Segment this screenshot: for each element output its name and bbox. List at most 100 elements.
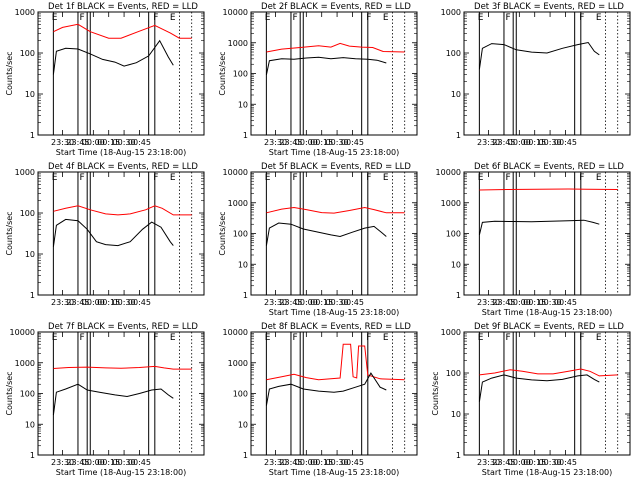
flag-label: E — [383, 173, 389, 183]
y-tick-label: 1 — [456, 131, 461, 140]
x-tick-label: 00:15 — [523, 458, 546, 467]
panel-title: Det 7f BLACK = Events, RED = LLD — [48, 322, 198, 332]
plot-frame — [463, 11, 631, 136]
y-tick-label: 10 — [451, 410, 461, 419]
x-tick-label: 00:15 — [97, 458, 120, 467]
y-tick-label: 10 — [25, 90, 35, 99]
flag-label: F — [579, 333, 584, 343]
x-tick-label: 23:45 — [279, 298, 302, 307]
y-tick-label: 10000 — [436, 168, 461, 177]
y-tick-label: 1 — [30, 451, 35, 460]
x-axis-label: Start Time (18-Aug-15 23:18:00) — [482, 308, 613, 317]
lld-rate-line — [479, 368, 618, 377]
flag-label: F — [292, 13, 297, 23]
x-axis-label: Start Time (18-Aug-15 23:18:00) — [482, 468, 613, 477]
lld-rate-line — [266, 343, 405, 381]
x-tick-label: 00:45 — [554, 458, 577, 467]
x-tick-label: 23:30 — [477, 138, 500, 147]
events-rate-line — [265, 372, 387, 406]
flag-label: E — [478, 333, 484, 343]
y-tick-label: 100 — [446, 369, 461, 378]
flag-label: F — [292, 173, 297, 183]
events-rate-line — [52, 383, 174, 416]
x-tick-label: 23:30 — [51, 138, 74, 147]
panel-title: Det 6f BLACK = Events, RED = LLD — [474, 162, 624, 172]
y-tick-label: 10 — [25, 250, 35, 259]
x-tick-label: 23:30 — [477, 298, 500, 307]
flag-label: F — [579, 173, 584, 183]
y-tick-label: 10 — [238, 260, 248, 269]
x-tick-label: 00:30 — [326, 458, 349, 467]
x-tick-label: 00:30 — [326, 138, 349, 147]
panel-det-1: Det 1f BLACK = Events, RED = LLD 1 10 100 10… — [5, 2, 205, 157]
x-tick-label: 00:30 — [539, 458, 562, 467]
y-tick-label: 10000 — [223, 328, 248, 337]
flag-label: F — [505, 333, 510, 343]
y-tick-label: 100 — [20, 49, 35, 58]
x-tick-label: 23:45 — [492, 458, 515, 467]
panel-det-9: Det 9f BLACK = Events, RED = LLD 1 10 100 10… — [431, 322, 631, 477]
events-rate-line — [265, 222, 387, 246]
y-tick-label: 100 — [233, 390, 248, 399]
y-tick-label: 1 — [456, 291, 461, 300]
panel-title: Det 4f BLACK = Events, RED = LLD — [48, 162, 198, 172]
x-tick-label: 00:45 — [128, 458, 151, 467]
flag-label: F — [366, 333, 371, 343]
flag-label: E — [383, 13, 389, 23]
flag-label: E — [383, 333, 389, 343]
panel-det-3: Det 3f BLACK = Events, RED = LLD 1 10 100 10… — [441, 2, 631, 147]
y-tick-label: 10 — [238, 100, 248, 109]
y-tick-label: 1000 — [15, 8, 35, 17]
x-tick-label: 00:15 — [310, 298, 333, 307]
plot-frame — [37, 11, 205, 136]
y-axis-label: Counts/sec — [5, 211, 14, 255]
y-tick-label: 100 — [446, 49, 461, 58]
flag-label: E — [478, 173, 484, 183]
flag-label: E — [265, 13, 271, 23]
x-tick-label: 23:45 — [66, 298, 89, 307]
x-tick-label: 23:45 — [66, 138, 89, 147]
x-tick-label: 00:30 — [326, 298, 349, 307]
y-axis-label: Counts/sec — [431, 371, 440, 415]
y-tick-label: 10 — [238, 420, 248, 429]
lld-rate-line — [53, 23, 192, 39]
plot-frame — [463, 331, 631, 456]
flag-label: E — [596, 173, 602, 183]
x-tick-label: 23:30 — [51, 458, 74, 467]
x-tick-label: 00:45 — [554, 138, 577, 147]
lld-rate-line — [53, 365, 192, 370]
y-axis-label: Counts/sec — [218, 211, 227, 255]
x-axis-label: Start Time (18-Aug-15 23:18:00) — [269, 148, 400, 157]
flag-label: F — [366, 13, 371, 23]
x-tick-label: 23:30 — [264, 138, 287, 147]
flag-label: E — [265, 173, 271, 183]
x-tick-label: 23:45 — [66, 458, 89, 467]
y-tick-label: 1000 — [15, 359, 35, 368]
panel-det-7: Det 7f BLACK = Events, RED = LLD 1 10 100 10… — [5, 322, 205, 477]
events-rate-line — [478, 41, 600, 70]
panel-det-5: Det 5f BLACK = Events, RED = LLD 1 10 100 10… — [218, 162, 418, 317]
x-tick-label: 00:30 — [539, 138, 562, 147]
x-tick-label: 00:15 — [97, 138, 120, 147]
x-tick-label: 00:45 — [128, 298, 151, 307]
x-tick-label: 00:30 — [113, 138, 136, 147]
y-tick-label: 100 — [20, 209, 35, 218]
panel-title: Det 8f BLACK = Events, RED = LLD — [261, 322, 411, 332]
flag-label: E — [170, 173, 176, 183]
lld-rate-line — [266, 42, 405, 53]
x-axis-label: Start Time (18-Aug-15 23:18:00) — [56, 468, 187, 477]
x-tick-label: 23:45 — [492, 298, 515, 307]
y-tick-label: 10 — [451, 90, 461, 99]
flag-label: F — [292, 333, 297, 343]
x-tick-label: 00:15 — [523, 138, 546, 147]
y-tick-label: 100 — [233, 230, 248, 239]
flag-label: E — [52, 333, 58, 343]
y-tick-label: 1 — [30, 291, 35, 300]
panel-det-8: Det 8f BLACK = Events, RED = LLD 1 10 100 10… — [223, 322, 418, 477]
flag-label: F — [79, 333, 84, 343]
x-tick-label: 23:45 — [492, 138, 515, 147]
flag-label: E — [170, 13, 176, 23]
flag-label: F — [153, 173, 158, 183]
flag-label: E — [52, 13, 58, 23]
